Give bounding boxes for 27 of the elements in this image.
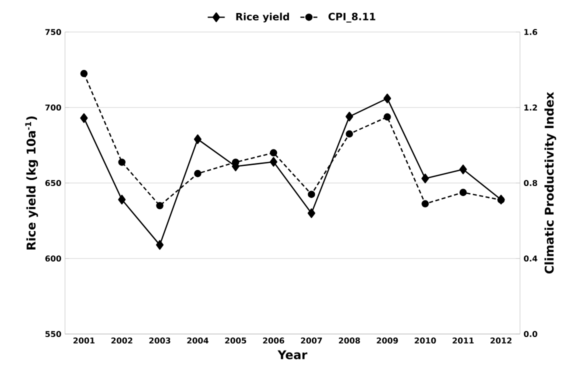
legend-label: CPI_8.11 [328, 12, 376, 23]
legend-label: Rice yield [236, 12, 289, 22]
point [80, 113, 88, 123]
point [497, 196, 505, 204]
point [421, 174, 429, 184]
point [80, 70, 88, 78]
point [346, 112, 354, 122]
point [118, 158, 126, 166]
point [194, 134, 202, 144]
point [232, 158, 240, 166]
point [270, 149, 278, 156]
point [308, 190, 316, 198]
y-axis-title: Rice yield (kg 10a$^{-1}$) [25, 116, 38, 250]
point [156, 202, 164, 210]
point [384, 113, 391, 121]
point [422, 200, 429, 208]
point [270, 157, 278, 167]
y2-axis-title: Climatic Productivity Index [544, 92, 556, 274]
point [346, 130, 354, 138]
point [384, 94, 392, 104]
point [194, 170, 202, 178]
point [308, 208, 316, 218]
point [459, 188, 467, 196]
point [459, 164, 467, 174]
point [156, 240, 164, 250]
point [118, 194, 126, 204]
x-axis-title: Year [278, 350, 308, 360]
